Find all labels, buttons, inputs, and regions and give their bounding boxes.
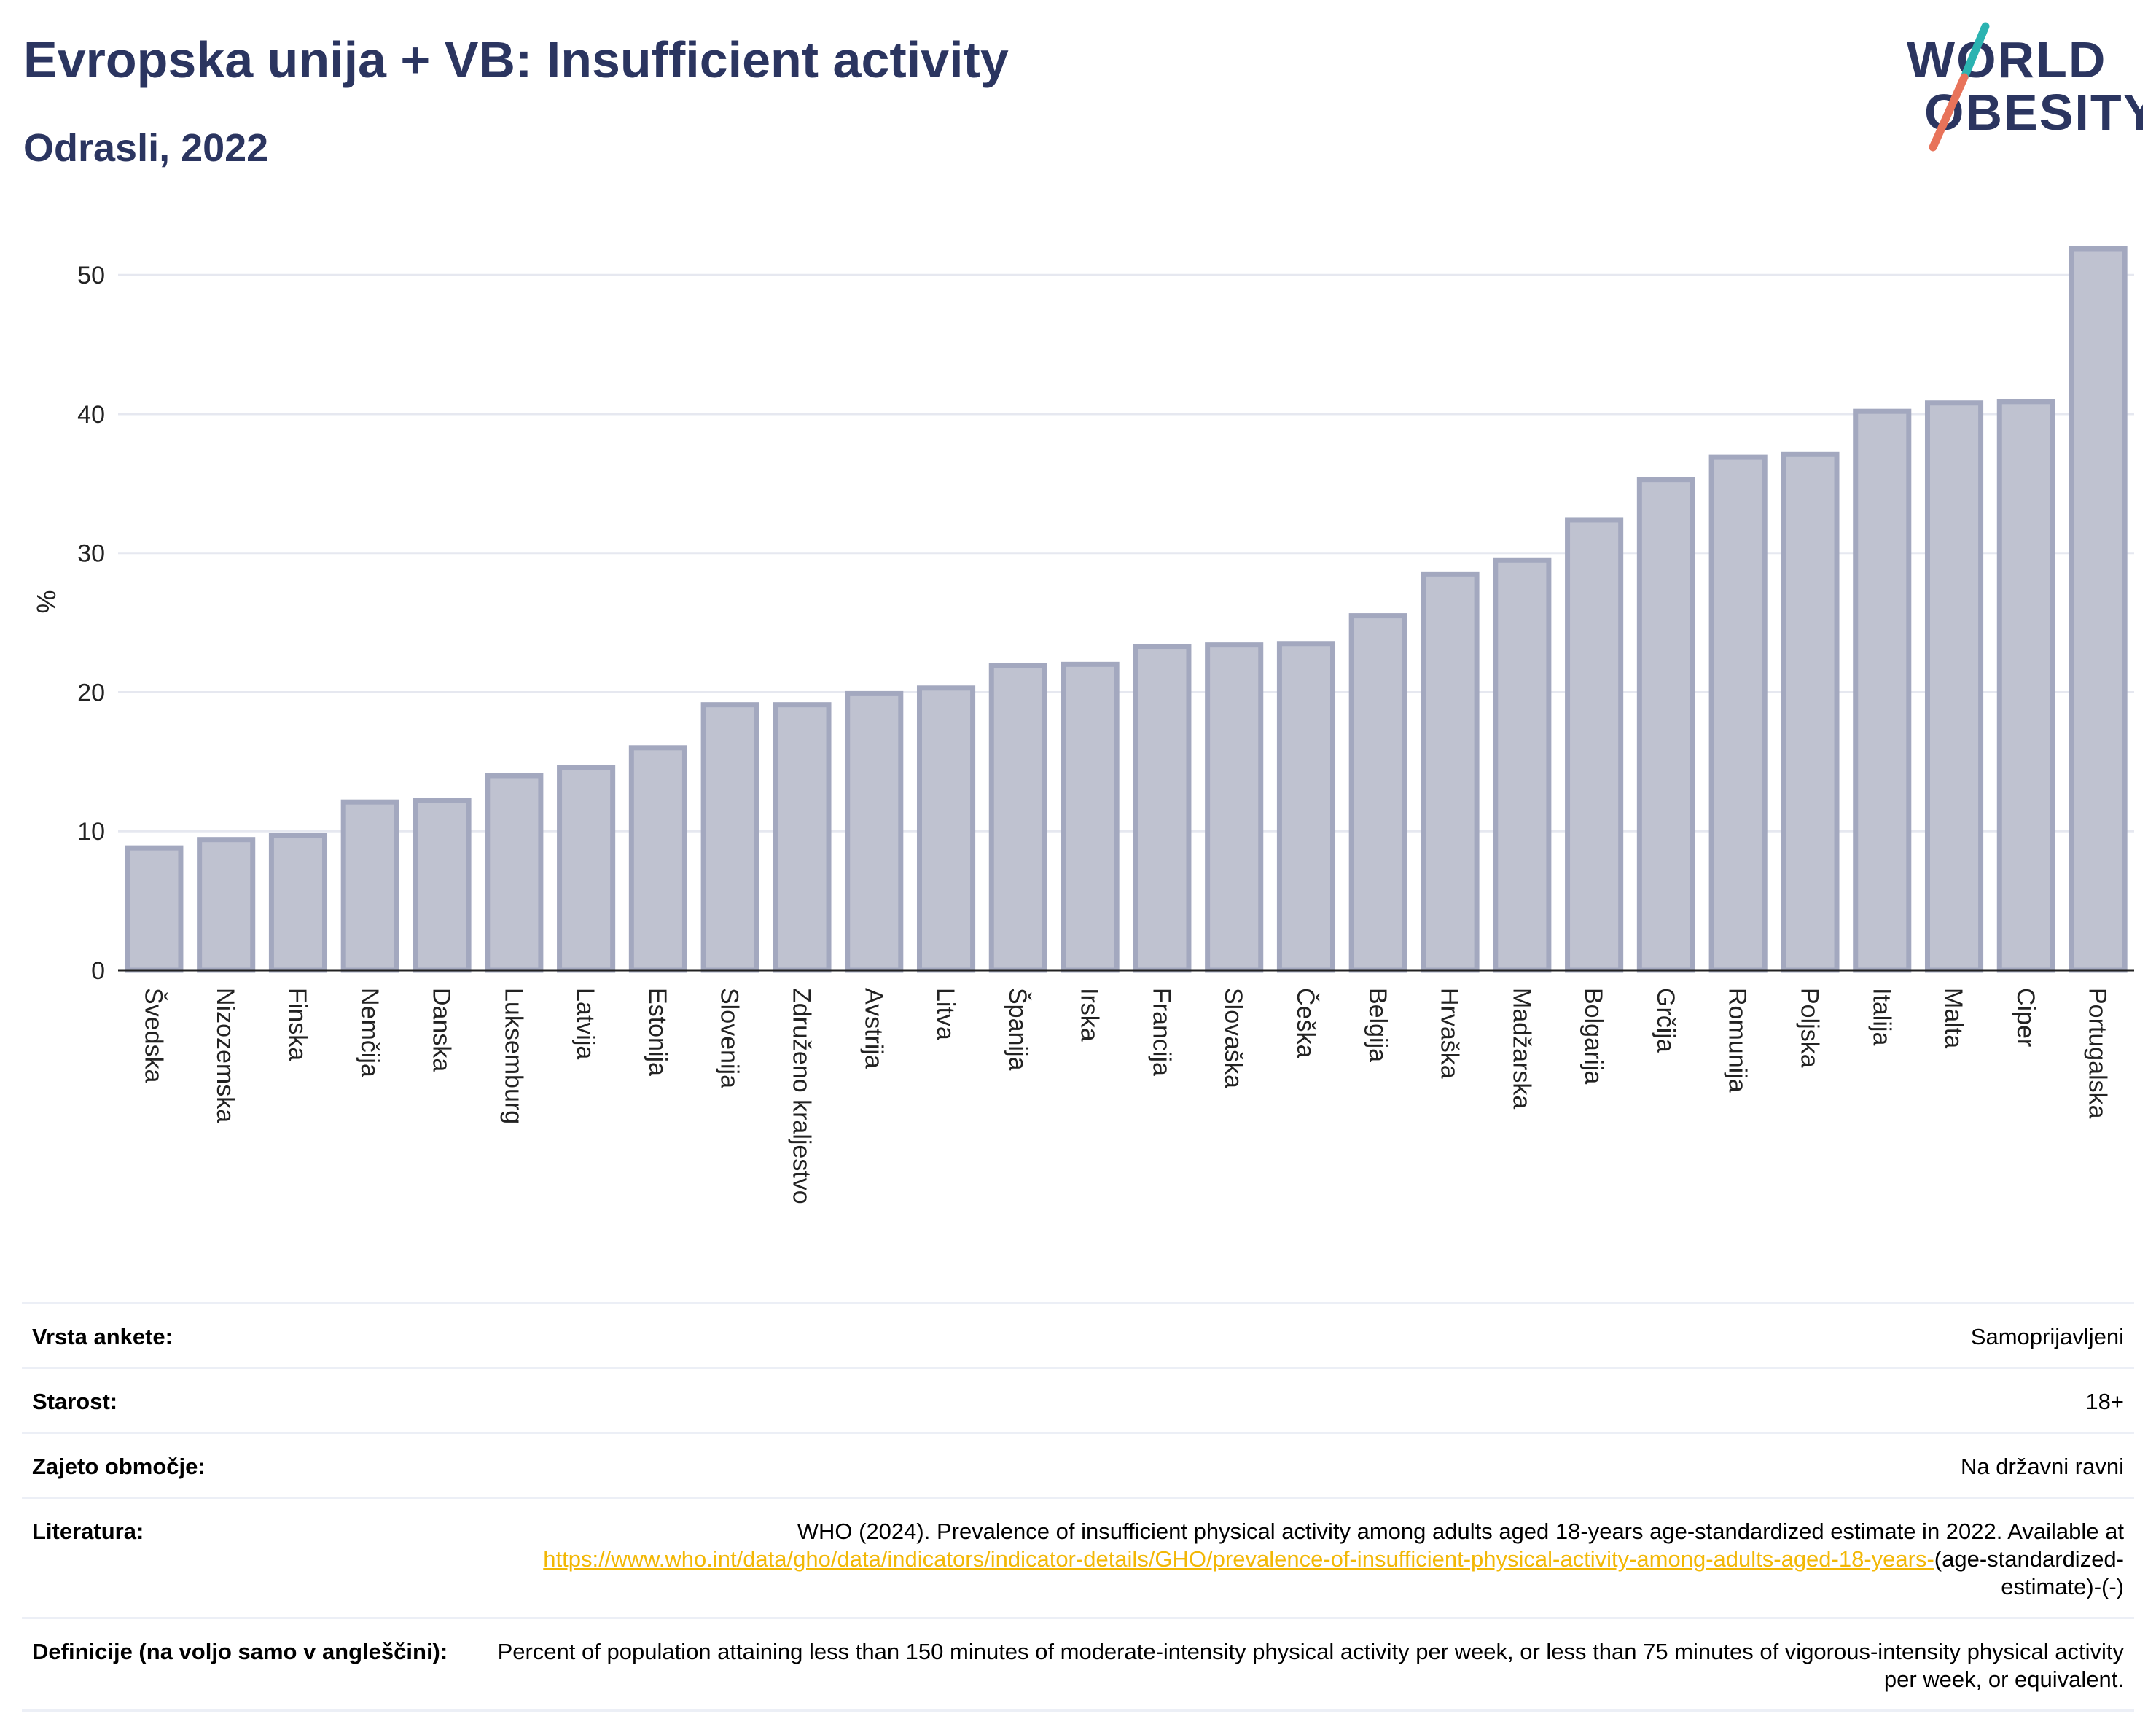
bar: [773, 702, 832, 973]
x-tick-label: Slovenija: [716, 988, 743, 1088]
y-tick-label: 20: [77, 679, 105, 706]
logo-slash-bottom: [1929, 73, 1969, 152]
bar: [1853, 408, 1912, 973]
x-tick-label: Francija: [1147, 988, 1175, 1076]
meta-row-definition: Definicije (na voljo samo v angleščini):…: [22, 1617, 2134, 1712]
x-tick-label: Avstrija: [859, 988, 887, 1069]
reference-link[interactable]: https://www.who.int/data/gho/data/indica…: [543, 1546, 1934, 1572]
x-tick-label: Hrvaška: [1436, 988, 1464, 1079]
meta-value: Samoprijavljeni: [1970, 1324, 2124, 1349]
meta-label: Zajeto območje:: [32, 1454, 206, 1479]
x-tick-label: Latvija: [571, 988, 599, 1059]
x-tick-label: Luksemburg: [499, 988, 527, 1124]
bar: [1996, 399, 2055, 973]
bar-chart: 0 10 20 30 40 50% Švedska Nizozemska Finska Nemči…: [31, 246, 2134, 1204]
bar: [1565, 517, 1624, 973]
meta-row-age: Starost: 18+: [22, 1367, 2134, 1432]
x-tick-label: Slovaška: [1219, 988, 1247, 1088]
bar: [485, 773, 544, 973]
x-tick-label: Romunija: [1724, 988, 1751, 1093]
bar: [628, 745, 687, 973]
bar: [1133, 644, 1192, 973]
meta-value: Percent of population attaining less tha…: [497, 1639, 2124, 1692]
x-tick-label: Španija: [1004, 988, 1031, 1071]
meta-value: Na državni ravni: [1961, 1454, 2124, 1479]
bar: [1421, 571, 1480, 973]
bar: [268, 833, 328, 973]
meta-row-survey-type: Vrsta ankete: Samoprijavljeni: [22, 1302, 2134, 1367]
x-tick-label: Nemčija: [356, 988, 383, 1077]
bar: [845, 690, 904, 973]
y-tick-label: 40: [77, 401, 105, 429]
y-tick-label: 10: [77, 818, 105, 846]
meta-label: Definicije (na voljo samo v angleščini):: [32, 1639, 448, 1664]
x-tick-label: Grčija: [1652, 988, 1679, 1053]
x-tick-label: Danska: [428, 988, 456, 1072]
bar: [197, 837, 256, 973]
x-tick-label: Italija: [1867, 988, 1895, 1045]
meta-row-coverage: Zajeto območje: Na državni ravni: [22, 1432, 2134, 1497]
chart-subtitle: Odrasli, 2022: [23, 126, 269, 170]
bar: [1636, 477, 1695, 973]
y-tick-label: 30: [77, 540, 105, 568]
reference-text: WHO (2024). Prevalence of insufficient p…: [797, 1518, 2124, 1544]
x-tick-label: Belgija: [1364, 988, 1391, 1062]
meta-label: Vrsta ankete:: [32, 1324, 173, 1349]
chart-title: Evropska unija + VB: Insufficient activi…: [23, 31, 1009, 88]
y-tick-label: 0: [91, 957, 105, 985]
bar: [988, 663, 1047, 973]
x-tick-label: Madžarska: [1507, 988, 1535, 1109]
bar: [916, 685, 976, 973]
x-tick-label: Češka: [1292, 988, 1319, 1058]
y-axis-label: %: [31, 590, 61, 613]
metadata-table: Vrsta ankete: Samoprijavljeni Starost: 1…: [22, 1302, 2134, 1712]
x-tick-label: Finska: [284, 988, 311, 1061]
logo-slash-top: [1960, 22, 1990, 82]
x-tick-label: Združeno kraljestvo: [787, 988, 815, 1204]
bar: [1205, 642, 1264, 973]
meta-value: WHO (2024). Prevalence of insufficient p…: [477, 1518, 2124, 1601]
x-tick-label: Malta: [1940, 988, 1967, 1048]
bar: [1781, 451, 1840, 973]
y-tick-label: 50: [77, 262, 105, 289]
bar: [1708, 454, 1768, 973]
bar: [1348, 613, 1407, 973]
meta-label: Literatura:: [32, 1518, 144, 1544]
meta-label: Starost:: [32, 1389, 118, 1414]
x-tick-label: Litva: [931, 988, 959, 1040]
bar: [1061, 661, 1120, 973]
meta-row-reference: Literatura: WHO (2024). Prevalence of in…: [22, 1497, 2134, 1617]
bar: [125, 845, 184, 973]
bar: [1276, 641, 1336, 973]
bar: [1493, 557, 1552, 973]
x-tick-label: Švedska: [139, 988, 167, 1083]
bar: [2069, 246, 2128, 973]
x-tick-label: Ciper: [2012, 988, 2039, 1047]
world-obesity-logo: WORLD OBESITY: [1907, 22, 2143, 152]
bar: [557, 764, 616, 973]
x-tick-label: Portugalska: [2084, 988, 2112, 1119]
x-tick-label: Bolgarija: [1579, 988, 1607, 1084]
logo-word-world: WORLD: [1907, 31, 2106, 88]
x-tick-label: Poljska: [1795, 988, 1823, 1068]
bar: [340, 799, 399, 973]
x-tick-label: Estonija: [644, 988, 671, 1076]
meta-value: 18+: [2085, 1389, 2124, 1414]
x-tick-label: Nizozemska: [211, 988, 239, 1123]
x-tick-label: Irska: [1076, 988, 1104, 1042]
bar: [1924, 400, 1984, 973]
bar: [413, 798, 472, 973]
reference-suffix: (age-standardized-estimate)-(-): [1934, 1546, 2124, 1599]
bar: [700, 702, 759, 973]
